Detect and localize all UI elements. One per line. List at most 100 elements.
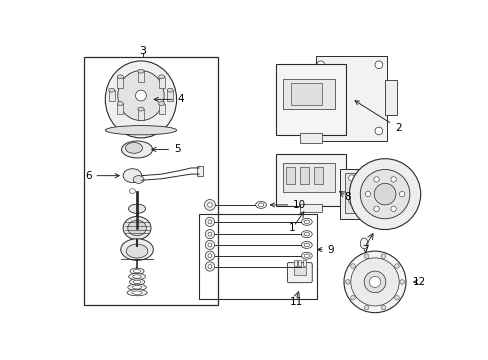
Ellipse shape [135,90,146,101]
Ellipse shape [350,264,355,268]
Bar [167,90,173,101]
Ellipse shape [121,239,153,260]
Bar [138,109,144,120]
Bar [199,214,316,299]
Circle shape [207,203,212,207]
Circle shape [374,61,382,69]
Text: 5: 5 [151,144,181,154]
Ellipse shape [399,192,404,197]
Bar [117,104,123,114]
Circle shape [207,232,211,236]
Circle shape [316,61,324,69]
Ellipse shape [122,141,152,158]
FancyBboxPatch shape [340,169,382,219]
Circle shape [350,258,398,306]
Circle shape [343,251,405,313]
Text: 4: 4 [154,94,184,104]
Text: 3: 3 [139,46,146,56]
Ellipse shape [301,231,311,238]
Circle shape [207,243,211,247]
Ellipse shape [390,177,395,182]
Ellipse shape [133,269,140,273]
FancyBboxPatch shape [384,80,396,115]
Circle shape [207,254,211,258]
Circle shape [205,240,214,249]
Bar [299,167,308,184]
Ellipse shape [127,289,147,296]
Ellipse shape [304,233,309,236]
Ellipse shape [105,126,176,135]
Circle shape [205,262,214,271]
Bar [158,77,164,87]
Ellipse shape [117,102,123,105]
Ellipse shape [394,296,399,300]
FancyBboxPatch shape [287,263,311,283]
Text: 2: 2 [354,101,401,133]
Ellipse shape [118,71,164,121]
Ellipse shape [132,291,142,294]
FancyBboxPatch shape [282,163,335,192]
Text: 7: 7 [361,244,367,255]
Ellipse shape [350,296,355,300]
Ellipse shape [167,88,173,92]
Circle shape [205,251,214,260]
Ellipse shape [117,75,123,79]
FancyBboxPatch shape [344,173,377,213]
Circle shape [204,199,215,210]
Ellipse shape [304,265,309,268]
Ellipse shape [380,305,385,310]
Bar [108,90,115,101]
Ellipse shape [129,189,135,193]
Ellipse shape [133,275,141,278]
Ellipse shape [301,263,311,270]
Circle shape [205,230,214,239]
Circle shape [373,183,395,205]
Ellipse shape [129,279,144,285]
Ellipse shape [132,285,142,289]
FancyBboxPatch shape [315,56,386,141]
Text: 8: 8 [344,192,350,202]
Bar [302,260,305,266]
FancyBboxPatch shape [299,204,321,212]
FancyBboxPatch shape [299,132,321,143]
Ellipse shape [373,206,379,211]
Ellipse shape [133,280,141,284]
Ellipse shape [304,220,309,224]
Bar [84,57,217,305]
Circle shape [207,265,211,269]
Bar [196,166,203,176]
FancyBboxPatch shape [290,83,321,105]
Ellipse shape [138,107,144,111]
Circle shape [364,271,385,293]
Ellipse shape [133,176,144,183]
Ellipse shape [158,102,164,105]
Ellipse shape [304,254,309,257]
Ellipse shape [258,203,263,207]
Circle shape [368,276,380,287]
Bar [117,77,123,87]
Ellipse shape [123,169,142,183]
Ellipse shape [108,88,115,92]
Ellipse shape [105,61,176,138]
Text: 12: 12 [412,277,425,287]
Ellipse shape [138,69,144,73]
Ellipse shape [380,254,385,258]
Ellipse shape [394,264,399,268]
Ellipse shape [399,280,404,284]
Ellipse shape [304,243,309,247]
FancyBboxPatch shape [282,78,335,109]
Ellipse shape [255,202,266,208]
Bar [285,167,295,184]
Text: 6: 6 [85,171,119,181]
Ellipse shape [364,254,368,258]
Ellipse shape [127,284,146,291]
Ellipse shape [301,252,311,259]
Circle shape [360,170,409,219]
Ellipse shape [373,177,379,182]
Bar [298,260,301,266]
Circle shape [374,127,382,135]
Ellipse shape [301,242,311,248]
FancyBboxPatch shape [275,154,345,206]
Ellipse shape [390,206,395,211]
Ellipse shape [126,244,148,258]
